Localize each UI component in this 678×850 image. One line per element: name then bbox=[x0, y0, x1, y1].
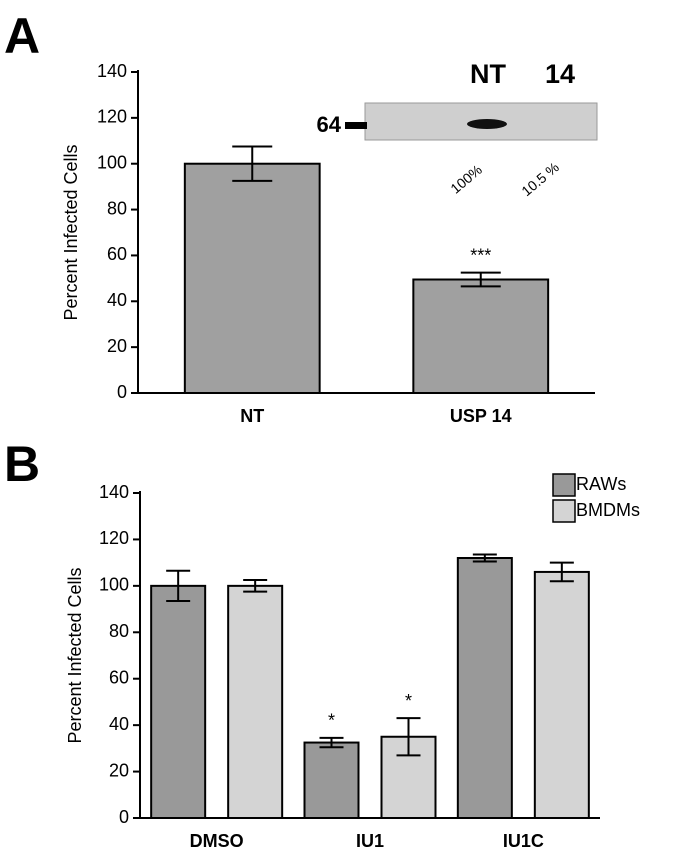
y-axis-title: Percent Infected Cells bbox=[65, 567, 85, 743]
lane-label: 14 bbox=[545, 59, 575, 89]
y-tick-label: 0 bbox=[119, 807, 129, 827]
bar bbox=[412, 278, 550, 394]
y-tick-label: 140 bbox=[99, 482, 129, 502]
error-bar bbox=[472, 553, 497, 563]
legend-swatch bbox=[552, 473, 576, 497]
x-tick-label: USP 14 bbox=[450, 406, 512, 426]
y-tick-label: 0 bbox=[117, 382, 127, 402]
panel-label: B bbox=[4, 436, 40, 492]
bar bbox=[183, 162, 321, 394]
y-tick-label: 20 bbox=[107, 336, 127, 356]
x-tick-label: IU1 bbox=[356, 831, 384, 850]
error-bar bbox=[243, 579, 268, 593]
x-tick-label: NT bbox=[240, 406, 264, 426]
bar bbox=[150, 584, 207, 819]
y-tick-label: 60 bbox=[109, 667, 129, 687]
marker-tick bbox=[345, 122, 367, 129]
bar bbox=[380, 735, 437, 819]
significance: *** bbox=[470, 245, 491, 265]
bar bbox=[227, 584, 284, 819]
error-bar bbox=[460, 271, 501, 288]
error-bar bbox=[396, 717, 421, 757]
error-bar bbox=[549, 561, 574, 583]
y-tick-label: 20 bbox=[109, 760, 129, 780]
y-tick-label: 60 bbox=[107, 244, 127, 264]
lane-label: NT bbox=[470, 59, 506, 89]
marker-label: 64 bbox=[317, 112, 342, 137]
error-bar bbox=[319, 736, 344, 749]
bar bbox=[303, 741, 360, 820]
percent-label: 10.5 % bbox=[518, 159, 562, 199]
legend-swatch bbox=[552, 499, 576, 523]
y-tick-label: 40 bbox=[107, 290, 127, 310]
panel-label: A bbox=[4, 8, 40, 64]
legend-label: RAWs bbox=[576, 474, 626, 494]
y-axis-title: Percent Infected Cells bbox=[61, 144, 81, 320]
x-tick-label: DMSO bbox=[190, 831, 244, 850]
error-bar bbox=[166, 569, 191, 602]
legend-label: BMDMs bbox=[576, 500, 640, 520]
error-bar bbox=[232, 145, 273, 182]
y-tick-label: 120 bbox=[97, 107, 127, 127]
significance: * bbox=[328, 711, 335, 731]
blot-band bbox=[467, 119, 507, 129]
y-tick-label: 140 bbox=[97, 61, 127, 81]
y-tick-label: 120 bbox=[99, 528, 129, 548]
y-tick-label: 80 bbox=[109, 621, 129, 641]
y-tick-label: 100 bbox=[99, 575, 129, 595]
x-tick-label: IU1C bbox=[503, 831, 544, 850]
percent-label: 100% bbox=[447, 161, 485, 196]
bar bbox=[533, 570, 590, 820]
y-tick-label: 80 bbox=[107, 198, 127, 218]
y-tick-label: 40 bbox=[109, 714, 129, 734]
bar bbox=[456, 557, 513, 819]
significance: * bbox=[405, 691, 412, 711]
y-tick-label: 100 bbox=[97, 152, 127, 172]
